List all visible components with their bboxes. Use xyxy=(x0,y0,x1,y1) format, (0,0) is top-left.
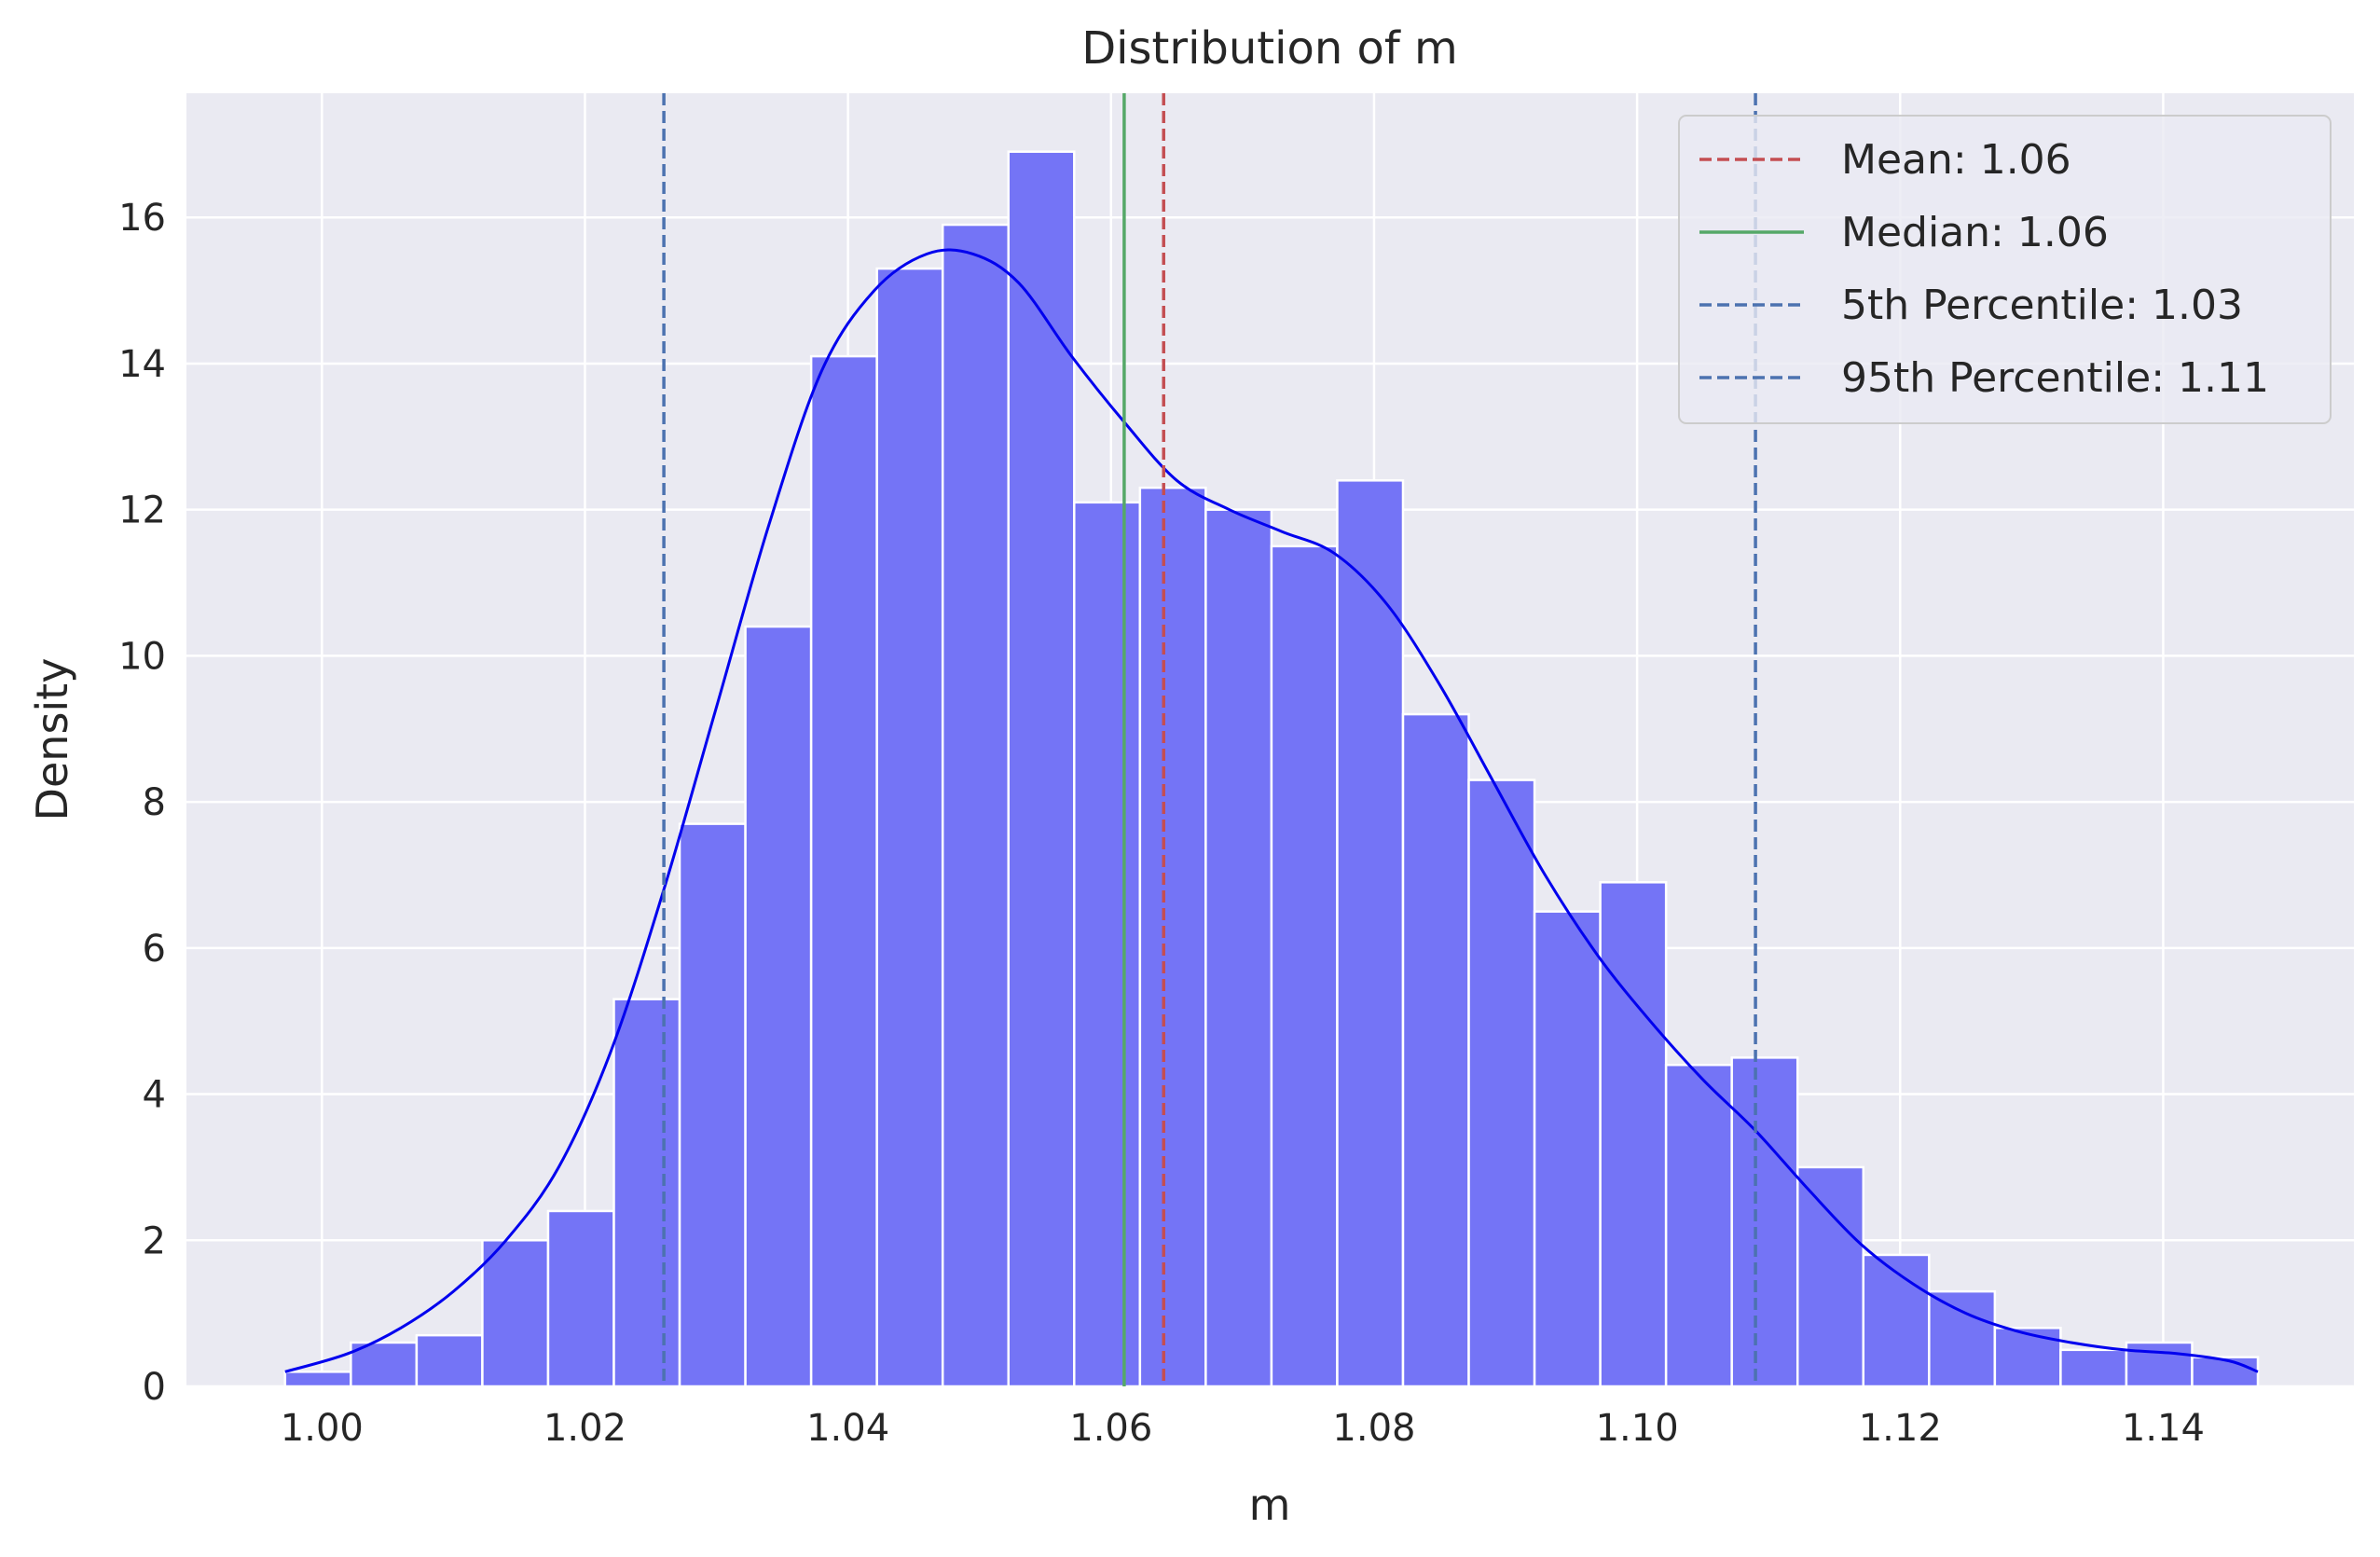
histogram-bar xyxy=(1993,1327,2062,1388)
histogram-bar xyxy=(941,223,1011,1388)
histogram-bar xyxy=(809,354,878,1388)
histogram-bar xyxy=(612,998,681,1388)
y-tick-label: 4 xyxy=(143,1074,166,1117)
y-tick-label: 10 xyxy=(118,635,166,678)
histogram-bar xyxy=(546,1209,615,1388)
legend-label: 95th Percentile: 1.11 xyxy=(1841,354,2269,402)
x-tick-label: 1.10 xyxy=(1596,1407,1679,1450)
y-axis-label: Density xyxy=(27,658,77,821)
legend-label: Mean: 1.06 xyxy=(1841,136,2071,184)
y-tick-label: 2 xyxy=(143,1219,166,1262)
histogram-bar xyxy=(1336,479,1405,1388)
histogram-bar xyxy=(415,1333,484,1388)
legend-label: Median: 1.06 xyxy=(1841,209,2109,256)
histogram-bar xyxy=(2191,1356,2260,1388)
chart-title: Distribution of m xyxy=(1081,22,1458,75)
histogram-bar xyxy=(744,625,813,1388)
histogram-bar xyxy=(350,1341,419,1388)
x-tick-label: 1.00 xyxy=(281,1407,364,1450)
histogram-bar xyxy=(875,267,944,1388)
x-axis-ticks: 1.00 1.02 1.04 1.06 1.08 1.10 1.12 1.14 xyxy=(281,1407,2205,1450)
y-tick-label: 6 xyxy=(143,928,166,971)
histogram-bar xyxy=(1599,881,1668,1388)
x-tick-label: 1.02 xyxy=(543,1407,626,1450)
x-tick-label: 1.04 xyxy=(806,1407,889,1450)
histogram-bar xyxy=(1007,150,1076,1388)
histogram-bar xyxy=(678,822,747,1388)
legend-box xyxy=(1678,115,2332,424)
x-tick-label: 1.14 xyxy=(2122,1407,2205,1450)
histogram-bar xyxy=(1664,1063,1733,1388)
y-tick-label: 8 xyxy=(143,781,166,824)
x-axis-label: m xyxy=(1249,1480,1291,1530)
legend-label: 5th Percentile: 1.03 xyxy=(1841,282,2243,329)
histogram-bar xyxy=(1928,1289,1997,1388)
histogram-bar xyxy=(2125,1341,2194,1388)
histogram-bar xyxy=(1862,1253,1931,1388)
y-axis-ticks: 0 2 4 6 8 10 12 14 16 xyxy=(118,197,166,1409)
histogram-bar xyxy=(283,1371,352,1388)
histogram-bar xyxy=(1795,1165,1865,1388)
y-tick-label: 12 xyxy=(118,489,166,532)
histogram-bar xyxy=(1533,910,1602,1388)
histogram-bar xyxy=(481,1239,550,1388)
histogram-bar xyxy=(1138,486,1207,1388)
histogram-bar xyxy=(1730,1056,1799,1388)
histogram-bar xyxy=(1401,712,1470,1388)
histogram-bars xyxy=(283,150,2260,1388)
y-tick-label: 0 xyxy=(143,1366,166,1409)
x-tick-label: 1.12 xyxy=(1859,1407,1942,1450)
histogram-bar xyxy=(1204,508,1273,1388)
histogram-bar xyxy=(1270,544,1339,1388)
kde-curve xyxy=(284,248,2259,1373)
histogram-bar xyxy=(1467,778,1536,1388)
x-tick-label: 1.06 xyxy=(1069,1407,1152,1450)
y-tick-label: 14 xyxy=(118,343,166,386)
y-tick-label: 16 xyxy=(118,197,166,240)
legend: Mean: 1.06 Median: 1.06 5th Percentile: 1.… xyxy=(1678,115,2332,424)
histogram-bar xyxy=(1073,501,1142,1388)
legend-items: Mean: 1.06 Median: 1.06 5th Percentile: 1.… xyxy=(1699,136,2269,402)
x-tick-label: 1.08 xyxy=(1332,1407,1415,1450)
histogram-bar xyxy=(2059,1348,2128,1388)
